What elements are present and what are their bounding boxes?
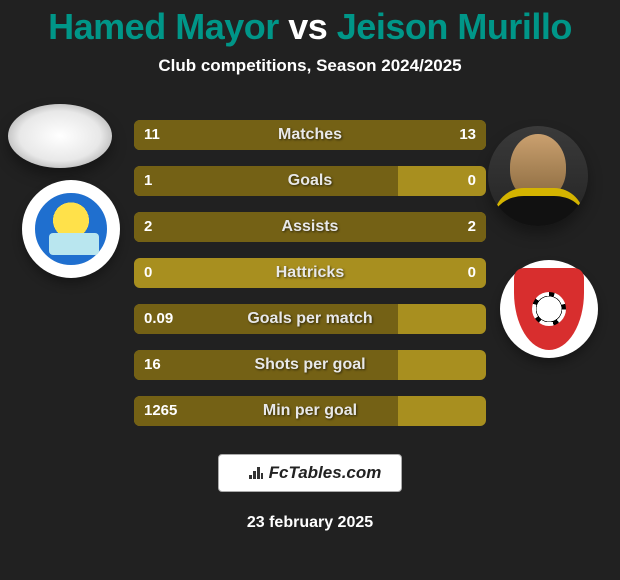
stat-value-right: 0 <box>468 258 476 288</box>
stat-value-left: 11 <box>144 120 160 150</box>
title-player1: Hamed Mayor <box>48 6 279 47</box>
stat-row: 16Shots per goal <box>134 350 486 380</box>
stat-row: 1 0Goals <box>134 166 486 196</box>
stat-value-left: 1265 <box>144 396 177 426</box>
bar-chart-icon <box>249 465 263 479</box>
stat-value-left: 1 <box>144 166 152 196</box>
stat-row: 0 0Hattricks <box>134 258 486 288</box>
stat-value-left: 0 <box>144 258 152 288</box>
stat-label: Hattricks <box>134 258 486 288</box>
stat-value-left: 2 <box>144 212 152 242</box>
stat-value-right: 2 <box>468 212 476 242</box>
subtitle: Club competitions, Season 2024/2025 <box>0 56 620 76</box>
footer-date: 23 february 2025 <box>0 514 620 532</box>
brand-footer: FcTables.com <box>0 454 620 492</box>
title-player2: Jeison Murillo <box>337 6 572 47</box>
stat-label: Matches <box>134 120 486 150</box>
stat-row: 0.09Goals per match <box>134 304 486 334</box>
page-title: Hamed Mayor vs Jeison Murillo <box>0 0 620 48</box>
stat-row: 1265Min per goal <box>134 396 486 426</box>
stat-row: 2 2Assists <box>134 212 486 242</box>
stat-value-left: 0.09 <box>144 304 173 334</box>
stat-label: Assists <box>134 212 486 242</box>
stat-label: Goals <box>134 166 486 196</box>
stat-row: 11 13Matches <box>134 120 486 150</box>
stat-label: Shots per goal <box>134 350 486 380</box>
stat-label: Goals per match <box>134 304 486 334</box>
stat-value-left: 16 <box>144 350 161 380</box>
stat-value-right: 0 <box>468 166 476 196</box>
title-vs: vs <box>279 6 337 47</box>
stats-area: 1113Matches10Goals22Assists00Hattricks0.… <box>0 120 620 442</box>
stat-label: Min per goal <box>134 396 486 426</box>
stat-value-right: 13 <box>459 120 476 150</box>
brand-text: FcTables.com <box>269 463 382 482</box>
brand-box: FcTables.com <box>218 454 403 492</box>
